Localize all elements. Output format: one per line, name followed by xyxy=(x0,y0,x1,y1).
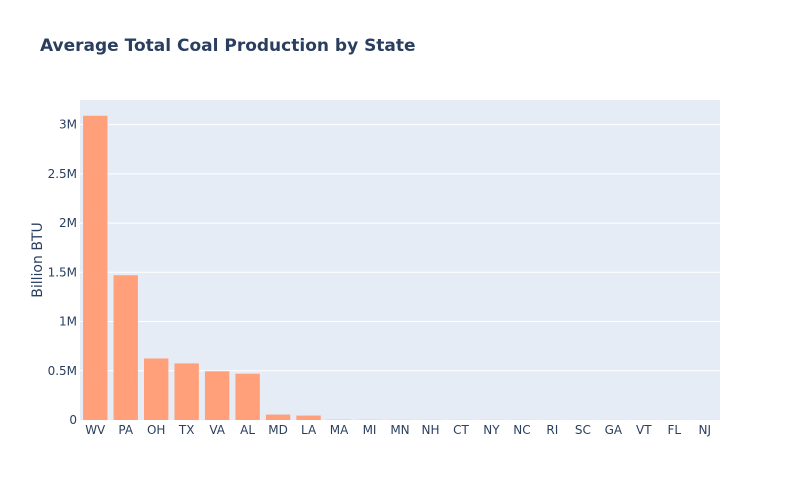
y-tick-label: 0 xyxy=(69,413,77,427)
x-tick-label: FL xyxy=(667,423,681,437)
bar-va[interactable] xyxy=(204,371,230,420)
bar-la[interactable] xyxy=(296,415,321,420)
x-tick-label: MI xyxy=(363,423,377,437)
x-tick-label: GA xyxy=(605,423,623,437)
y-tick-label: 3M xyxy=(59,118,77,132)
x-tick-label: NC xyxy=(513,423,530,437)
x-tick-label: MN xyxy=(390,423,409,437)
x-tick-label: TX xyxy=(178,423,195,437)
x-tick-label: VT xyxy=(636,423,652,437)
y-tick-label: 1.5M xyxy=(48,265,77,279)
x-tick-label: NJ xyxy=(699,423,712,437)
bar-md[interactable] xyxy=(265,414,291,420)
x-tick-label: AL xyxy=(240,423,255,437)
y-tick-label: 2.5M xyxy=(48,167,77,181)
x-tick-label: MD xyxy=(268,423,288,437)
x-tick-label: LA xyxy=(301,423,317,437)
bar-al[interactable] xyxy=(235,373,260,420)
x-tick-label: OH xyxy=(147,423,165,437)
x-tick-label: NH xyxy=(421,423,439,437)
y-tick-label: 0.5M xyxy=(48,364,77,378)
x-tick-label: RI xyxy=(546,423,558,437)
x-tick-label: NY xyxy=(483,423,500,437)
bar-oh[interactable] xyxy=(144,358,169,420)
x-axis-ticks: WV PA OH TX VA AL MD LA MA MI MN NH CT NY NC RI SC GA VT FL… xyxy=(85,423,711,437)
x-tick-label: VA xyxy=(209,423,225,437)
x-tick-label: WV xyxy=(85,423,106,437)
chart-title: Average Total Coal Production by State xyxy=(40,36,416,56)
y-axis-label: Billion BTU xyxy=(30,222,46,297)
bars xyxy=(83,115,717,420)
bar-pa[interactable] xyxy=(113,275,138,420)
y-tick-label: 2M xyxy=(59,216,77,230)
x-tick-label: PA xyxy=(118,423,133,437)
bar-wv[interactable] xyxy=(83,115,108,420)
x-tick-label: MA xyxy=(330,423,349,437)
x-tick-label: CT xyxy=(453,423,469,437)
x-tick-label: SC xyxy=(575,423,591,437)
bar-tx[interactable] xyxy=(174,363,199,420)
y-tick-label: 1M xyxy=(59,315,77,329)
y-axis-ticks: 0 0.5M 1M 1.5M 2M 2.5M 3M xyxy=(48,118,77,427)
